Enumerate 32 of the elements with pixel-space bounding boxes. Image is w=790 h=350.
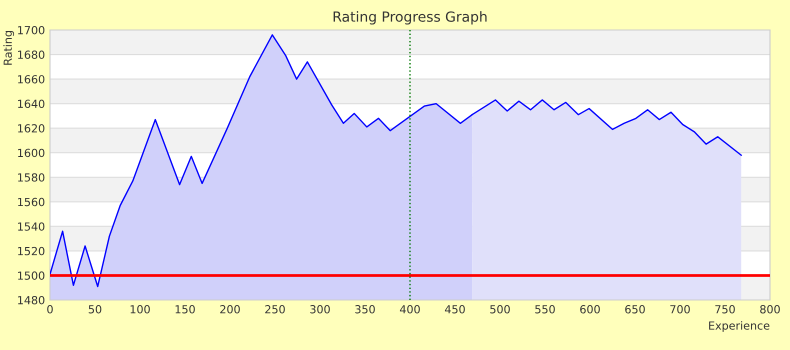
y-tick-label: 1600 <box>18 148 44 158</box>
x-tick-label: 700 <box>670 305 690 314</box>
y-axis-title: Rating <box>3 31 14 65</box>
x-tick-label: 550 <box>535 305 555 314</box>
chart-title: Rating Progress Graph <box>334 11 487 25</box>
y-tick-label: 1500 <box>18 271 44 280</box>
x-tick-label: 50 <box>88 305 102 314</box>
y-tick-label: 1700 <box>18 26 44 34</box>
x-tick-label: 350 <box>355 305 375 314</box>
y-tick-label: 1560 <box>18 198 44 206</box>
y-tick-label: 1620 <box>18 124 44 133</box>
y-tick-label: 1540 <box>18 222 44 231</box>
y-tick-label: 1480 <box>18 296 44 304</box>
x-tick-label: 400 <box>400 305 420 314</box>
x-axis-title: Experience <box>709 321 770 332</box>
x-tick-label: 150 <box>176 305 195 314</box>
y-tick-label: 1660 <box>18 75 44 84</box>
x-tick-label: 100 <box>130 305 150 314</box>
x-tick-label: 300 <box>310 305 330 314</box>
y-tick-label: 1640 <box>18 100 44 108</box>
x-tick-label: 650 <box>625 305 645 314</box>
x-tick-label: 750 <box>715 305 735 314</box>
x-tick-label: 450 <box>444 305 465 314</box>
y-tick-label: 1520 <box>18 246 44 256</box>
x-tick-label: 250 <box>265 305 285 314</box>
x-tick-label: 800 <box>760 305 780 314</box>
x-tick-label: 0 <box>47 305 53 314</box>
x-tick-label: 200 <box>220 305 240 314</box>
x-tick-label: 600 <box>580 305 600 314</box>
y-tick-label: 1580 <box>18 173 44 182</box>
x-tick-label: 500 <box>490 305 510 314</box>
y-tick-label: 1680 <box>18 50 44 59</box>
